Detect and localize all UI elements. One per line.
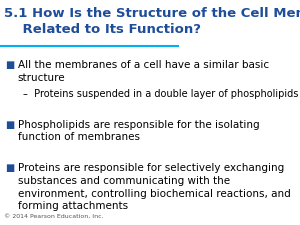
Text: Phospholipids are responsible for the isolating
function of membranes: Phospholipids are responsible for the is…	[18, 119, 260, 142]
Text: 5.1 How Is the Structure of the Cell Membrane
    Related to Its Function?: 5.1 How Is the Structure of the Cell Mem…	[4, 7, 300, 36]
Text: Proteins are responsible for selectively exchanging
substances and communicating: Proteins are responsible for selectively…	[18, 163, 291, 212]
Text: ■: ■	[5, 163, 15, 173]
Text: © 2014 Pearson Education, Inc.: © 2014 Pearson Education, Inc.	[4, 214, 103, 219]
Text: All the membranes of a cell have a similar basic
structure: All the membranes of a cell have a simil…	[18, 60, 269, 83]
Text: –  Proteins suspended in a double layer of phospholipids: – Proteins suspended in a double layer o…	[23, 89, 299, 99]
Text: ■: ■	[5, 60, 15, 70]
Text: ■: ■	[5, 119, 15, 130]
